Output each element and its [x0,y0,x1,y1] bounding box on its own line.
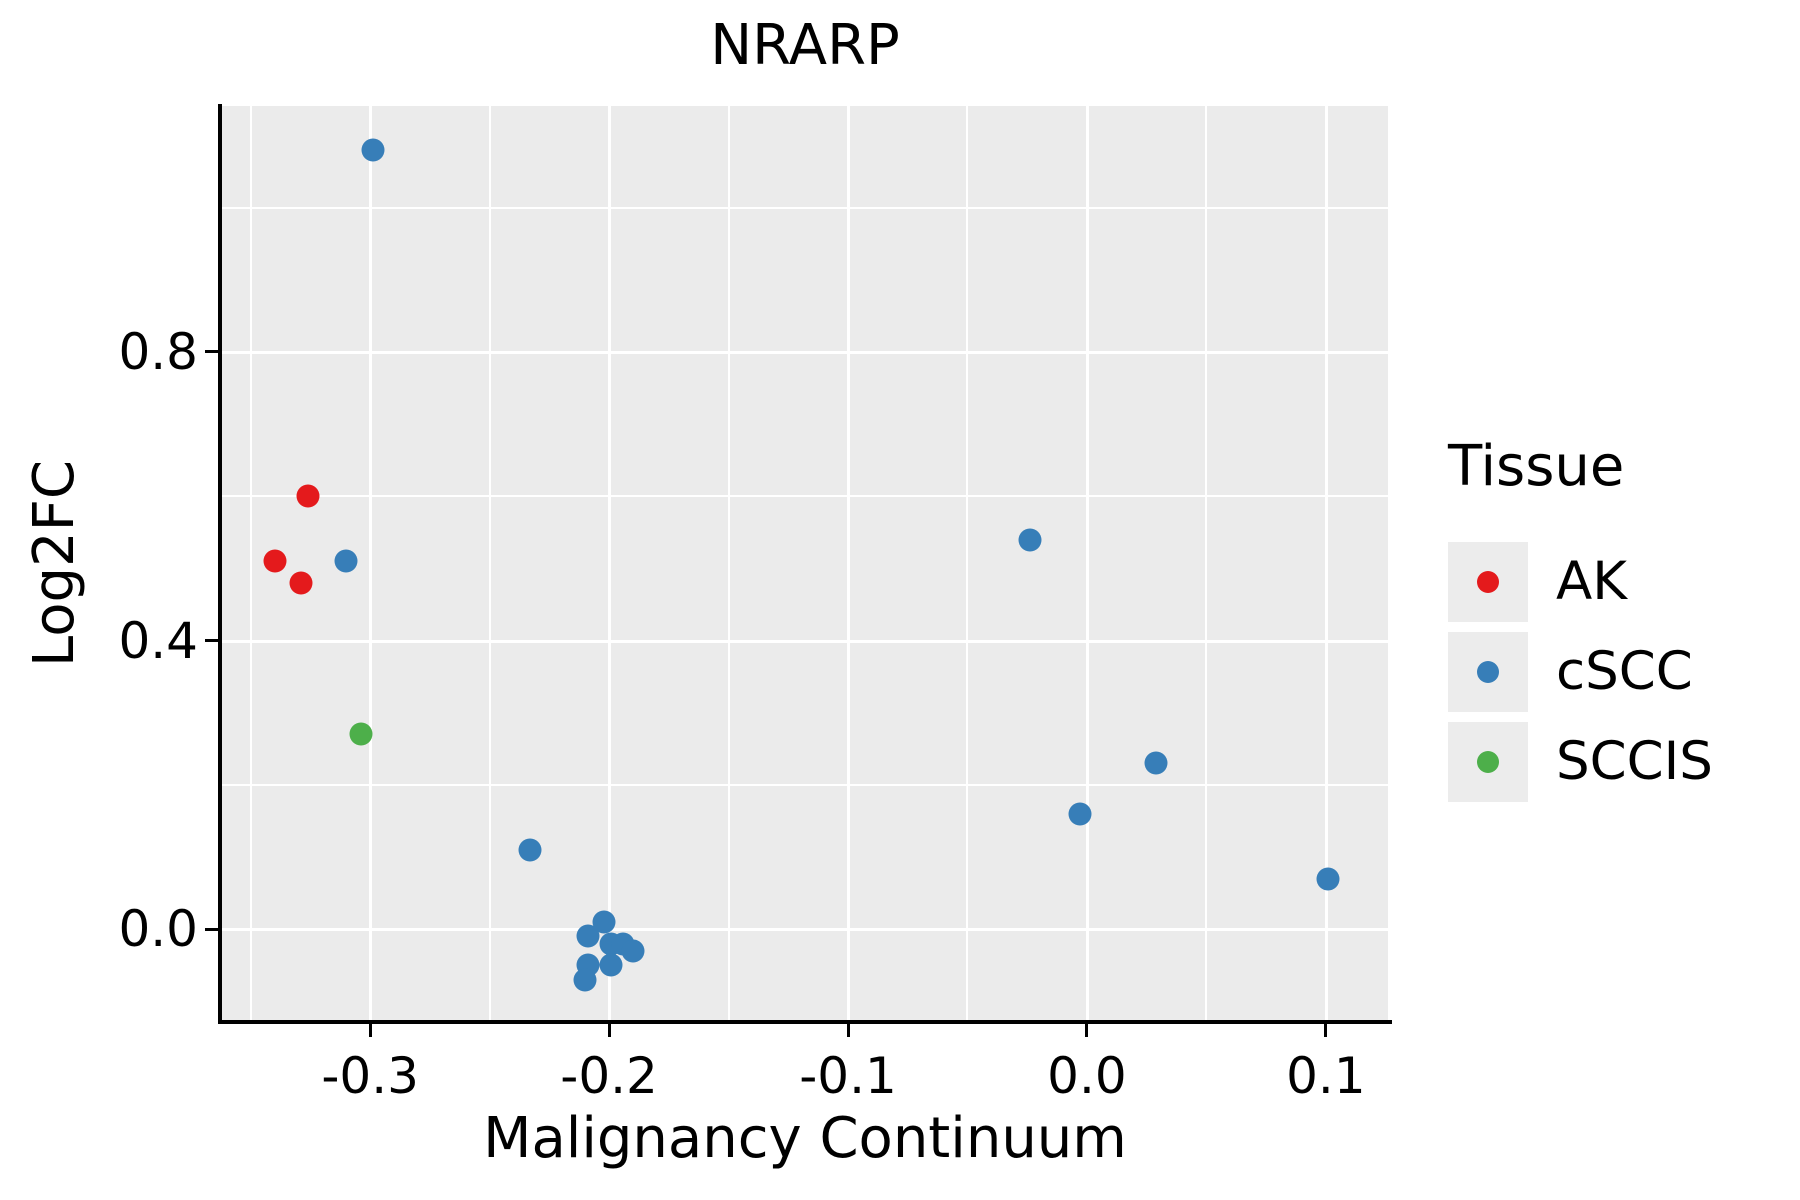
x-axis-tick [368,1024,372,1037]
minor-gridline-horizontal [222,783,1388,786]
major-gridline-horizontal [222,350,1388,354]
legend-dot-cscc-icon [1477,661,1499,683]
x-axis-tick-label: -0.3 [321,1047,419,1105]
minor-gridline-vertical [727,106,730,1020]
y-axis-tick [205,350,218,354]
legend-label-cscc: cSCC [1556,641,1693,702]
major-gridline-vertical [1085,106,1089,1020]
legend-item-sccis: SCCIS [1448,722,1713,802]
major-gridline-vertical [847,106,850,1020]
data-point-ak [263,549,287,573]
minor-gridline-vertical [966,106,969,1020]
y-axis-tick-label: 0.0 [118,900,198,959]
major-gridline-horizontal [222,928,1388,932]
major-gridline-vertical [608,106,612,1020]
major-gridline-vertical [1324,106,1328,1020]
y-axis-tick-label: 0.4 [118,611,198,670]
plot-panel [222,106,1388,1020]
data-point-cscc [621,939,645,963]
minor-gridline-horizontal [222,495,1388,498]
data-point-cscc [518,838,542,862]
y-axis-title: Log2FC [21,459,87,667]
x-axis-title: Malignancy Continuum [483,1106,1127,1171]
y-axis-tick [205,927,218,931]
legend-label-ak: AK [1556,551,1628,612]
y-axis-tick [205,639,218,643]
minor-gridline-vertical [488,106,491,1020]
legend-key-cscc [1448,632,1528,712]
data-point-cscc [334,549,358,573]
data-point-cscc [1018,528,1042,552]
legend-dot-sccis-icon [1477,751,1499,773]
legend: Tissue AK cSCC SCCIS [1448,436,1713,812]
data-point-ak [289,571,313,595]
legend-key-sccis [1448,722,1528,802]
data-point-cscc [1068,802,1092,826]
data-point-cscc [599,953,623,977]
x-axis-tick [846,1024,850,1037]
x-axis-tick-label: 0.1 [1286,1047,1366,1105]
y-axis-tick-label: 0.8 [118,322,198,381]
legend-title: Tissue [1448,434,1625,499]
x-axis-tick [1085,1024,1089,1037]
x-axis-line [218,1020,1392,1024]
x-axis-tick-label: 0.0 [1047,1047,1127,1105]
data-point-cscc [573,968,597,992]
plot-title: NRARP [710,13,900,78]
y-axis-line [218,104,222,1024]
minor-gridline-vertical [1205,106,1208,1020]
data-point-cscc [361,138,385,162]
x-axis-tick [1324,1024,1328,1037]
legend-item-cscc: cSCC [1448,632,1713,712]
legend-label-sccis: SCCIS [1556,731,1713,792]
data-point-sccis [349,722,373,746]
data-point-cscc [1316,867,1340,891]
data-point-cscc [576,924,600,948]
x-axis-tick-label: -0.2 [560,1047,658,1105]
major-gridline-horizontal [222,639,1388,643]
minor-gridline-horizontal [222,206,1388,209]
data-point-cscc [1144,751,1168,775]
major-gridline-vertical [369,106,373,1020]
x-axis-tick [607,1024,611,1037]
data-point-cscc [592,910,616,934]
x-axis-tick-label: -0.1 [799,1047,897,1105]
legend-key-ak [1448,542,1528,622]
data-point-ak [296,484,320,508]
legend-dot-ak-icon [1477,571,1499,593]
legend-item-ak: AK [1448,542,1713,622]
minor-gridline-vertical [249,106,252,1020]
